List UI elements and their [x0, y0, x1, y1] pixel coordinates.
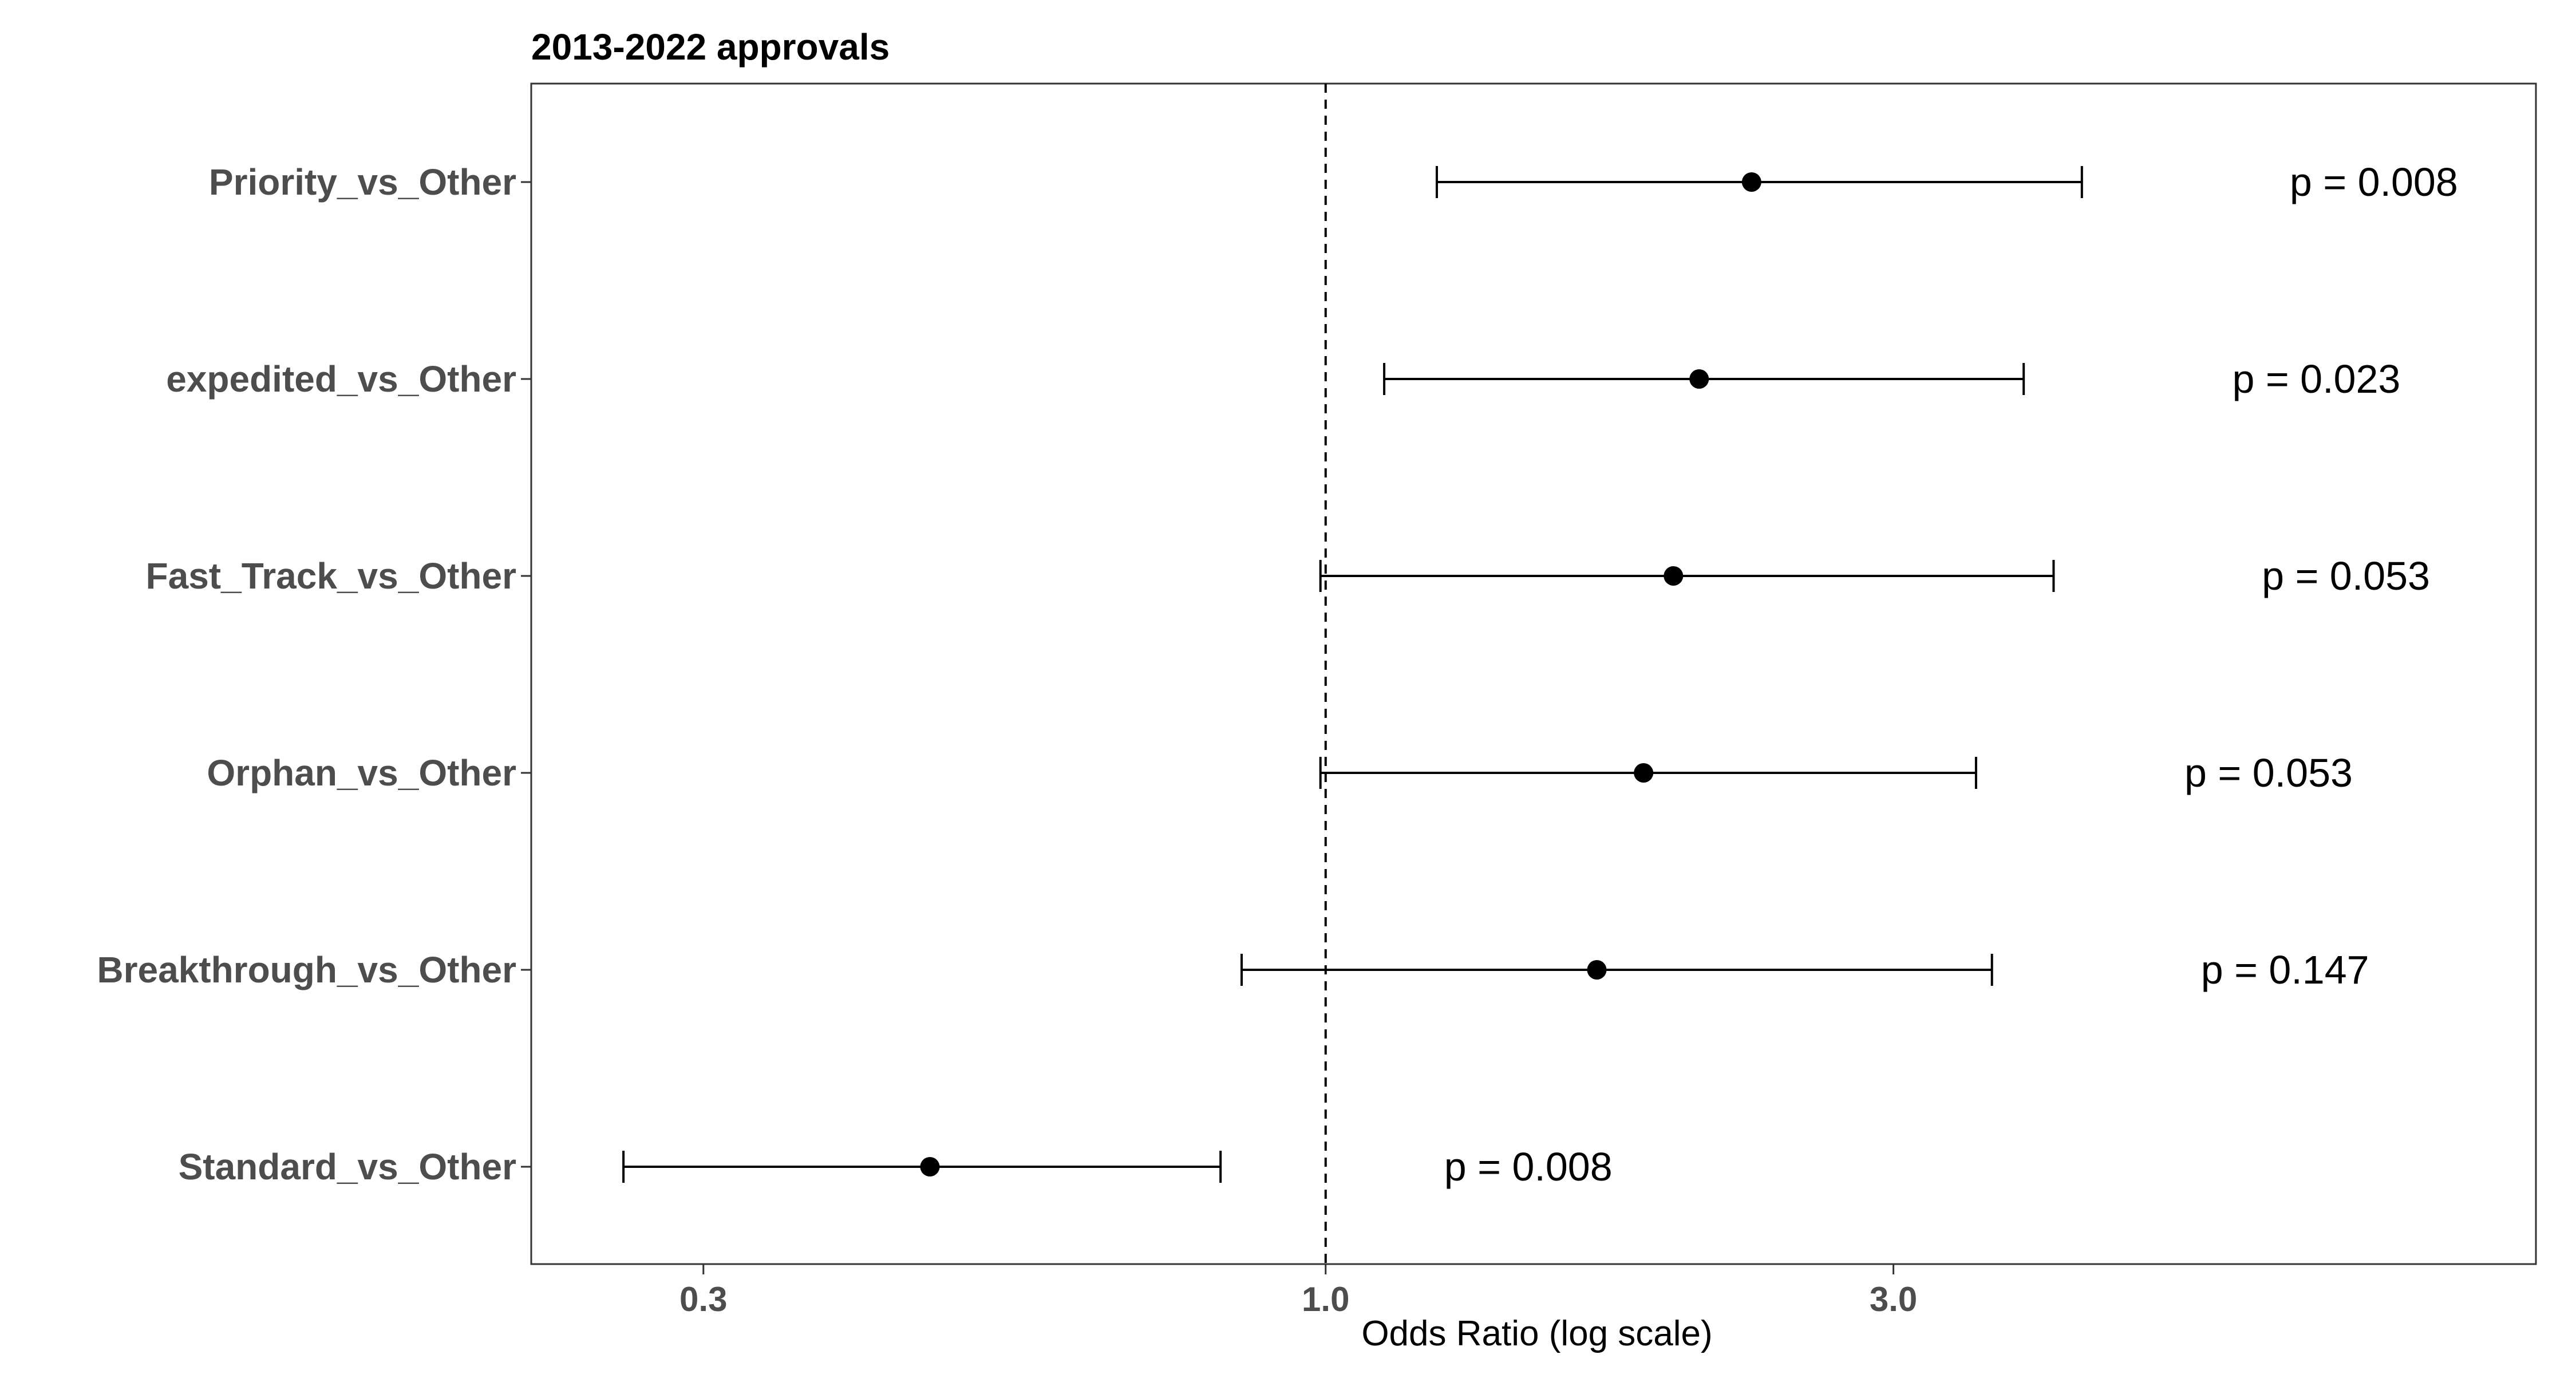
or-point [1664, 566, 1683, 586]
or-point [1634, 763, 1653, 783]
y-tick-label: Fast_Track_vs_Other [146, 555, 517, 597]
or-point [1689, 369, 1709, 389]
y-tick-label: expedited_vs_Other [166, 358, 516, 400]
y-tick-label: Standard_vs_Other [179, 1146, 516, 1187]
y-tick-label: Breakthrough_vs_Other [97, 949, 516, 990]
x-tick-label: 0.3 [679, 1280, 727, 1318]
x-tick-label: 3.0 [1870, 1280, 1917, 1318]
p-value-label: p = 0.008 [1444, 1144, 1613, 1189]
p-value-label: p = 0.023 [2232, 357, 2400, 401]
or-point [1742, 172, 1761, 192]
p-value-label: p = 0.147 [2201, 947, 2369, 992]
x-axis-title: Odds Ratio (log scale) [1361, 1314, 1712, 1353]
p-value-label: p = 0.053 [2262, 554, 2430, 598]
or-point [920, 1157, 939, 1176]
p-value-label: p = 0.053 [2184, 751, 2353, 795]
or-point [1587, 960, 1606, 980]
p-value-label: p = 0.008 [2290, 160, 2458, 204]
y-tick-label: Priority_vs_Other [209, 161, 516, 203]
panel-border [531, 84, 2536, 1264]
y-tick-label: Orphan_vs_Other [207, 752, 516, 793]
chart-title: 2013-2022 approvals [531, 26, 890, 68]
x-tick-label: 1.0 [1302, 1280, 1349, 1318]
